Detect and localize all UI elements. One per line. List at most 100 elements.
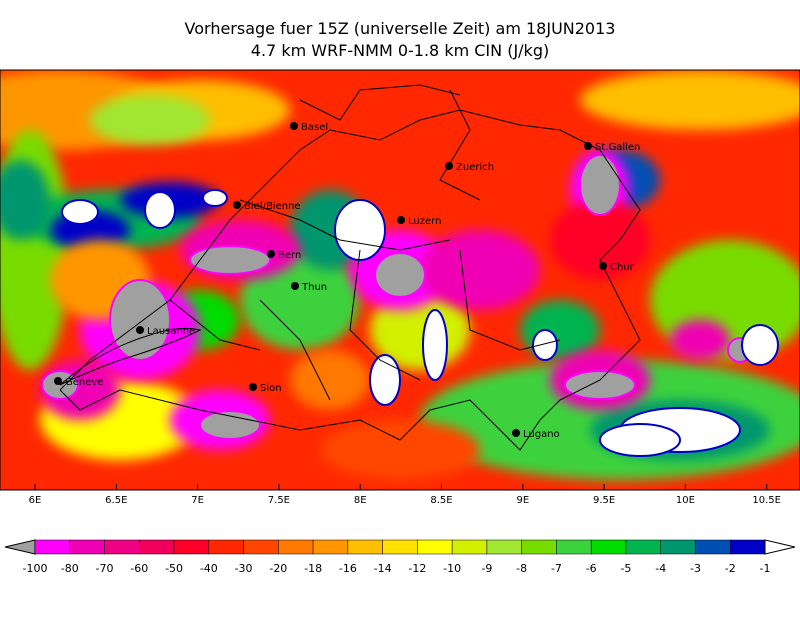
colorbar-label: -12 bbox=[408, 562, 426, 575]
colorbar-swatch bbox=[382, 539, 418, 555]
colorbar-label: -16 bbox=[339, 562, 357, 575]
colorbar-swatch bbox=[243, 539, 279, 555]
city-marker bbox=[54, 377, 62, 385]
field-core bbox=[599, 423, 681, 457]
colorbar-label: -14 bbox=[374, 562, 392, 575]
city-label: Thun bbox=[301, 282, 327, 293]
city-marker bbox=[233, 201, 241, 209]
city-label: Bern bbox=[278, 250, 301, 261]
colorbar-swatch bbox=[417, 539, 453, 555]
field-patch bbox=[420, 230, 540, 310]
colorbar-swatch bbox=[104, 539, 140, 555]
city-marker bbox=[599, 262, 607, 270]
colorbar-label: -60 bbox=[130, 562, 148, 575]
field-core bbox=[144, 191, 176, 229]
colorbar-swatch bbox=[660, 539, 696, 555]
lon-label: 8.5E bbox=[430, 495, 452, 506]
colorbar-swatch bbox=[451, 539, 488, 555]
field-patch bbox=[670, 320, 730, 360]
field-patch bbox=[0, 160, 50, 240]
colorbar-label: -18 bbox=[304, 562, 322, 575]
city-label: Lausanne bbox=[147, 326, 195, 337]
colorbar-swatch bbox=[590, 539, 627, 555]
city-marker bbox=[267, 250, 275, 258]
colorbar-swatch bbox=[278, 539, 314, 555]
colorbar-label: -2 bbox=[725, 562, 736, 575]
lon-label: 9E bbox=[516, 495, 529, 506]
colorbar-label: -7 bbox=[551, 562, 562, 575]
colorbar-below bbox=[4, 539, 36, 555]
field-patch bbox=[550, 200, 650, 280]
colorbar-swatch bbox=[695, 539, 731, 555]
colorbar-label: -3 bbox=[690, 562, 701, 575]
field-core bbox=[109, 279, 171, 361]
field-core bbox=[532, 329, 558, 361]
colorbar-label: -6 bbox=[586, 562, 597, 575]
city-marker bbox=[584, 142, 592, 150]
lon-label: 7E bbox=[191, 495, 204, 506]
colorbar-swatch bbox=[729, 539, 766, 555]
colorbar-above bbox=[764, 539, 796, 555]
lon-label: 10E bbox=[676, 495, 695, 506]
city-marker bbox=[136, 326, 144, 334]
field-core bbox=[564, 370, 636, 400]
map-subtitle: 4.7 km WRF-NMM 0-1.8 km CIN (J/kg) bbox=[251, 41, 549, 60]
city-marker bbox=[512, 429, 520, 437]
city-label: Luzern bbox=[408, 216, 441, 227]
colorbar-label: -30 bbox=[235, 562, 253, 575]
city-label: Lugano bbox=[523, 429, 560, 440]
lon-label: 6.5E bbox=[105, 495, 127, 506]
city-marker bbox=[249, 383, 257, 391]
colorbar-label: -100 bbox=[23, 562, 48, 575]
field-patch bbox=[90, 95, 210, 145]
colorbar-swatch bbox=[312, 539, 349, 555]
field-patch bbox=[580, 70, 800, 130]
field bbox=[0, 70, 800, 490]
field-patch bbox=[320, 420, 480, 480]
field-core bbox=[374, 252, 426, 298]
map-title: Vorhersage fuer 15Z (universelle Zeit) a… bbox=[185, 19, 616, 38]
map-frame bbox=[0, 69, 800, 491]
field-core bbox=[61, 199, 99, 225]
lon-label: 9.5E bbox=[593, 495, 615, 506]
field-patch bbox=[290, 350, 370, 410]
colorbar-swatch bbox=[347, 539, 383, 555]
field-core bbox=[422, 309, 448, 381]
field-core bbox=[369, 354, 401, 406]
lon-label: 7.5E bbox=[268, 495, 290, 506]
field-core bbox=[199, 410, 261, 440]
colorbar-label: -10 bbox=[443, 562, 461, 575]
colorbar-swatch bbox=[556, 539, 592, 555]
field-core bbox=[189, 245, 271, 275]
colorbar-swatch bbox=[208, 539, 244, 555]
city-label: Geneve bbox=[65, 377, 103, 388]
city-marker bbox=[291, 282, 299, 290]
city-label: Chur bbox=[610, 262, 635, 273]
city-label: St.Gallen bbox=[595, 142, 640, 153]
field-core bbox=[579, 154, 621, 216]
borders bbox=[59, 84, 641, 451]
city-label: Basel bbox=[301, 122, 328, 133]
lon-label: 8E bbox=[354, 495, 367, 506]
colorbar-swatch bbox=[69, 539, 105, 555]
colorbar-swatch bbox=[625, 539, 661, 555]
colorbar-label: -5 bbox=[620, 562, 631, 575]
colorbar-label: -8 bbox=[516, 562, 527, 575]
lon-label: 10.5E bbox=[752, 495, 781, 506]
colorbar-label: -9 bbox=[481, 562, 492, 575]
colorbar-swatch bbox=[486, 539, 522, 555]
colorbar-label: -50 bbox=[165, 562, 183, 575]
city-label: Zuerich bbox=[456, 162, 494, 173]
colorbar-label: -70 bbox=[96, 562, 114, 575]
colorbar-label: -20 bbox=[269, 562, 287, 575]
colorbar-swatch bbox=[521, 539, 557, 555]
colorbar-label: -40 bbox=[200, 562, 218, 575]
colorbar-label: -80 bbox=[61, 562, 79, 575]
colorbar-label: -1 bbox=[760, 562, 771, 575]
field-core bbox=[741, 324, 779, 366]
colorbar-swatch bbox=[34, 539, 71, 555]
city-label: Biel/Bienne bbox=[244, 201, 301, 212]
city-label: Sion bbox=[260, 383, 282, 394]
